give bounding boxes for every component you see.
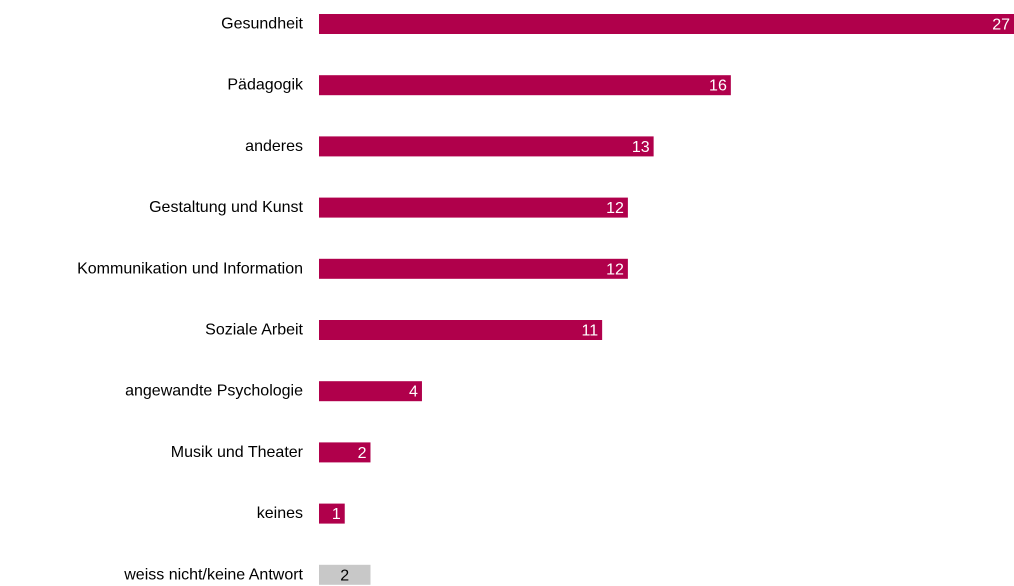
- bar-5: [319, 320, 603, 340]
- category-label-1: Pädagogik: [227, 77, 304, 94]
- value-label-3: 12: [606, 200, 624, 217]
- bar-9: [319, 564, 371, 585]
- value-label-2: 13: [632, 139, 650, 156]
- category-label-3: Gestaltung und Kunst: [149, 199, 303, 216]
- value-label-8: 1: [332, 506, 341, 523]
- bar-3: [319, 197, 628, 218]
- value-label-9: 2: [340, 567, 349, 584]
- category-label-7: Musik und Theater: [171, 444, 304, 461]
- bar-7: [319, 442, 371, 463]
- bar-1: [319, 75, 731, 96]
- bar-4: [319, 258, 628, 279]
- value-label-4: 12: [606, 261, 624, 278]
- category-label-5: Soziale Arbeit: [205, 322, 303, 339]
- value-label-1: 16: [709, 78, 727, 95]
- bar-0: [319, 14, 1014, 34]
- category-label-4: Kommunikation und Information: [77, 260, 303, 277]
- category-label-2: anderes: [245, 138, 303, 155]
- value-label-0: 27: [992, 17, 1010, 34]
- value-label-5: 11: [582, 323, 599, 340]
- category-label-0: Gesundheit: [221, 16, 303, 33]
- value-label-7: 2: [358, 445, 367, 462]
- bar-8: [319, 503, 345, 524]
- category-label-8: keines: [257, 505, 303, 522]
- bars-group: Gesundheit 27 Pädagogik 16 anderes 13 Gestaltu…: [77, 14, 1014, 585]
- category-label-9: weiss nicht/keine Antwort: [123, 566, 303, 583]
- value-label-6: 4: [409, 384, 418, 401]
- bar-2: [319, 136, 654, 157]
- bar-6: [319, 381, 422, 402]
- category-label-6: angewandte Psychologie: [125, 383, 303, 400]
